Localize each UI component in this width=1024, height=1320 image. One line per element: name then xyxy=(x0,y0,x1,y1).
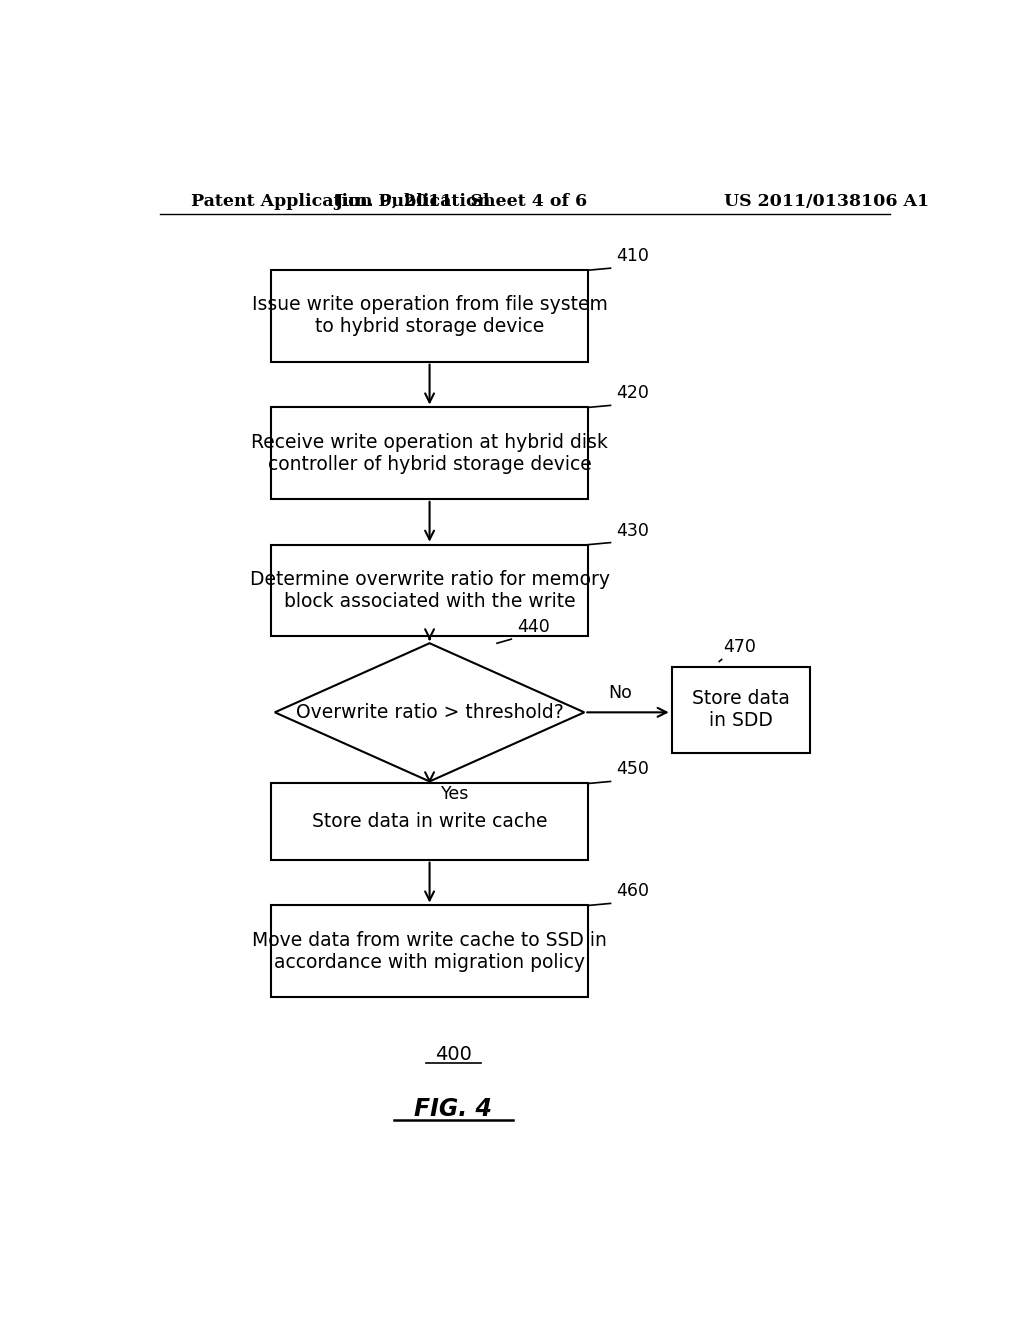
Text: US 2011/0138106 A1: US 2011/0138106 A1 xyxy=(724,193,929,210)
Text: 460: 460 xyxy=(616,882,649,900)
Text: Patent Application Publication: Patent Application Publication xyxy=(191,193,490,210)
FancyBboxPatch shape xyxy=(672,667,811,752)
Text: No: No xyxy=(608,684,632,702)
Text: 450: 450 xyxy=(616,760,649,779)
FancyBboxPatch shape xyxy=(270,545,588,636)
Text: Determine overwrite ratio for memory
block associated with the write: Determine overwrite ratio for memory blo… xyxy=(250,570,609,611)
Text: Receive write operation at hybrid disk
controller of hybrid storage device: Receive write operation at hybrid disk c… xyxy=(251,433,608,474)
Text: 400: 400 xyxy=(435,1045,472,1064)
FancyBboxPatch shape xyxy=(270,408,588,499)
Text: Store data
in SDD: Store data in SDD xyxy=(692,689,790,730)
Text: Store data in write cache: Store data in write cache xyxy=(312,812,547,832)
FancyBboxPatch shape xyxy=(270,906,588,997)
Polygon shape xyxy=(274,643,585,781)
Text: Overwrite ratio > threshold?: Overwrite ratio > threshold? xyxy=(296,702,563,722)
Text: FIG. 4: FIG. 4 xyxy=(415,1097,493,1121)
Text: Issue write operation from file system
to hybrid storage device: Issue write operation from file system t… xyxy=(252,296,607,337)
Text: Move data from write cache to SSD in
accordance with migration policy: Move data from write cache to SSD in acc… xyxy=(252,931,607,972)
Text: Yes: Yes xyxy=(441,784,470,803)
Text: 420: 420 xyxy=(616,384,649,403)
FancyBboxPatch shape xyxy=(270,784,588,859)
Text: 440: 440 xyxy=(517,618,550,636)
FancyBboxPatch shape xyxy=(270,271,588,362)
Text: 430: 430 xyxy=(616,521,649,540)
Text: Jun. 9, 2011   Sheet 4 of 6: Jun. 9, 2011 Sheet 4 of 6 xyxy=(335,193,588,210)
Text: 470: 470 xyxy=(723,639,756,656)
Text: 410: 410 xyxy=(616,247,649,265)
